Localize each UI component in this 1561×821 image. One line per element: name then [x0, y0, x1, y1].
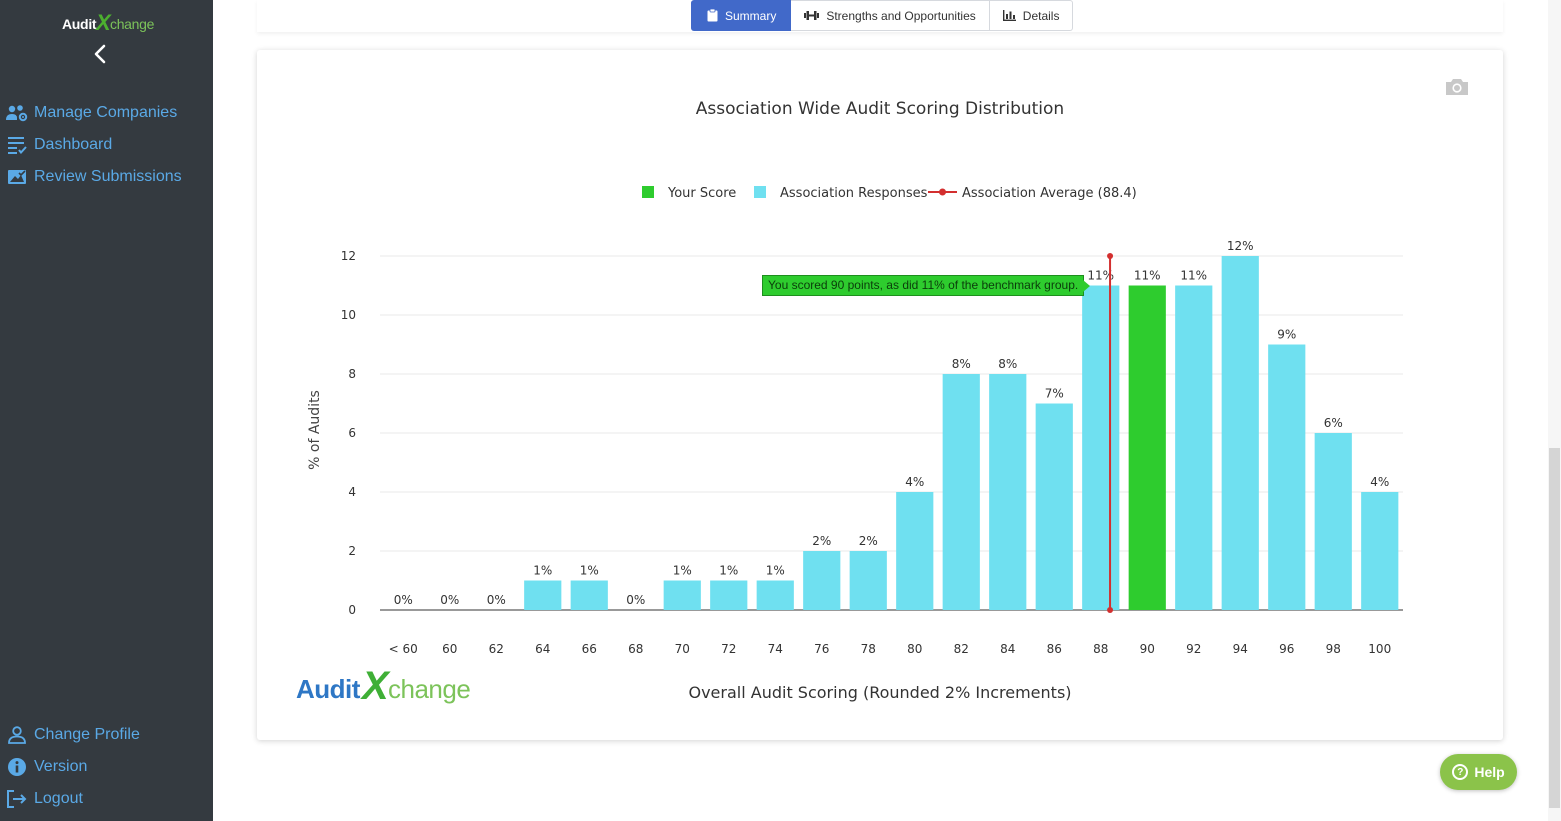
tab-label: Summary [725, 8, 777, 23]
sidebar-item-label: Logout [34, 790, 83, 807]
logo-text-change: change [110, 16, 155, 32]
tab-label: Details [1022, 8, 1060, 23]
sidebar-item-dashboard[interactable]: Dashboard [6, 133, 112, 157]
sidebar-item-change-profile[interactable]: Change Profile [6, 723, 140, 747]
sidebar-item-label: Version [34, 758, 88, 775]
tab-strengths-opportunities[interactable]: Strengths and Opportunities [791, 0, 990, 31]
dumbbell-icon [804, 10, 820, 21]
report-tabs: Summary Strengths and Opportunities Deta… [691, 0, 1074, 31]
sidebar-item-label: Change Profile [34, 726, 140, 743]
sidebar-item-review-submissions[interactable]: Review Submissions [6, 165, 182, 189]
sidebar-item-manage-companies[interactable]: Manage Companies [6, 101, 177, 125]
help-icon: ? [1452, 764, 1469, 780]
tab-summary[interactable]: Summary [691, 0, 792, 31]
brand-text-change: change [388, 674, 471, 704]
user-icon [6, 725, 28, 745]
score-tooltip: You scored 90 points, as did 11% of the … [762, 275, 1091, 296]
clipboard-icon [707, 9, 718, 22]
logout-icon [6, 789, 28, 809]
tab-label: Strengths and Opportunities [826, 8, 976, 23]
help-label: Help [1474, 764, 1505, 780]
camera-icon[interactable] [1444, 76, 1470, 98]
sidebar: Audit X change Manage Companies Dashboar… [0, 0, 213, 821]
sidebar-item-label: Dashboard [34, 136, 113, 153]
chevron-left-icon[interactable] [90, 42, 110, 66]
chart-card [257, 50, 1503, 740]
sidebar-item-logout[interactable]: Logout [6, 787, 83, 811]
brand-text-x: X [362, 664, 389, 708]
sidebar-item-version[interactable]: Version [6, 755, 87, 779]
sidebar-item-label: Manage Companies [34, 104, 178, 121]
logo-text-audit: Audit [62, 16, 97, 32]
logo-text-x: X [96, 10, 111, 35]
tab-details[interactable]: Details [989, 0, 1074, 31]
sidebar-item-label: Review Submissions [34, 168, 182, 185]
list-check-icon [6, 135, 28, 155]
info-icon [6, 757, 28, 777]
auditxchange-logo: Audit X change [296, 654, 471, 712]
help-button[interactable]: ? Help [1440, 754, 1517, 790]
image-check-icon [6, 167, 28, 187]
brand-text-audit: Audit [296, 674, 360, 704]
bar-chart-icon [1002, 10, 1016, 21]
users-gear-icon [6, 103, 28, 123]
scrollbar-thumb[interactable] [1549, 448, 1560, 808]
sidebar-logo[interactable]: Audit X change [62, 10, 155, 38]
